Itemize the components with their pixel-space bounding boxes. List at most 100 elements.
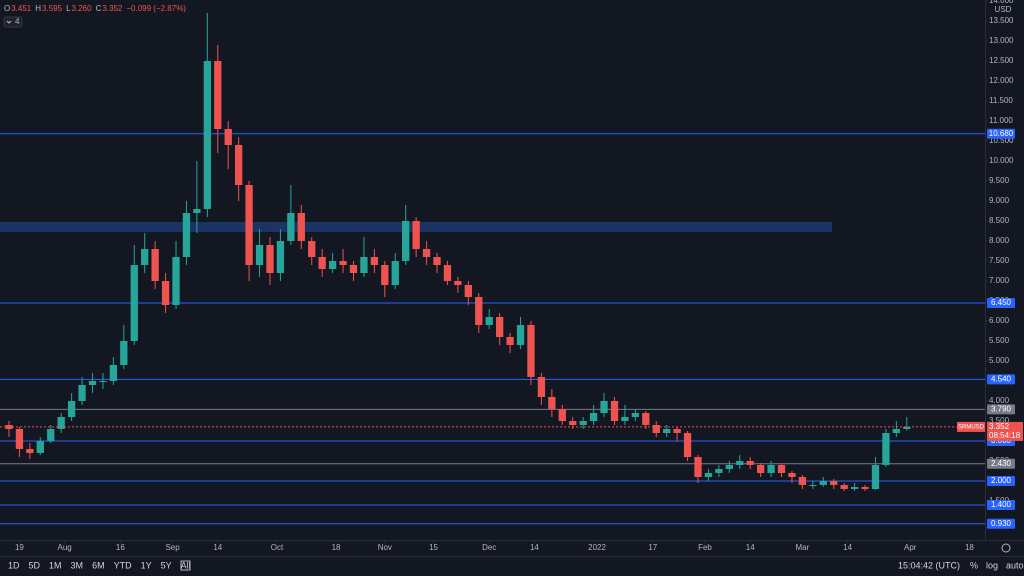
level-label-box bbox=[987, 500, 1015, 510]
last-price-label: 3.352 bbox=[989, 422, 1010, 431]
range-button[interactable]: 5D bbox=[29, 560, 41, 570]
indicator-count: 4 bbox=[15, 17, 20, 26]
x-tick-label: Aug bbox=[58, 543, 72, 552]
y-tick-label: 8.000 bbox=[989, 236, 1010, 245]
symbol-label: SRMUSD bbox=[958, 424, 985, 430]
ohlc-key: O bbox=[4, 4, 10, 13]
y-tick-label: 13.000 bbox=[989, 36, 1014, 45]
range-button[interactable]: All bbox=[181, 560, 191, 570]
candle-body bbox=[652, 425, 660, 433]
candle-body bbox=[161, 281, 170, 305]
y-tick-label: 12.000 bbox=[989, 76, 1014, 85]
candle-body bbox=[506, 337, 514, 345]
scale-option[interactable]: log bbox=[986, 560, 998, 570]
x-tick-label: Feb bbox=[698, 543, 712, 552]
range-button[interactable]: 1D bbox=[8, 560, 20, 570]
candle-body bbox=[475, 297, 483, 325]
range-button[interactable]: 6M bbox=[92, 560, 105, 570]
candle-body bbox=[182, 213, 191, 257]
candle-body bbox=[495, 317, 504, 337]
candle-body bbox=[715, 469, 723, 473]
candle-body bbox=[683, 433, 692, 457]
candle-body bbox=[809, 485, 817, 486]
x-tick-label: Nov bbox=[378, 543, 392, 552]
candle-body bbox=[746, 461, 754, 465]
candle-body bbox=[631, 413, 640, 417]
x-tick-label: 15 bbox=[429, 543, 438, 552]
candle-body bbox=[819, 481, 827, 485]
candle-body bbox=[36, 441, 44, 453]
candle-body bbox=[318, 257, 326, 269]
y-tick-label: 10.000 bbox=[989, 156, 1014, 165]
candle-body bbox=[642, 413, 650, 425]
y-tick-label: 11.000 bbox=[989, 116, 1013, 125]
range-button[interactable]: 3M bbox=[71, 560, 84, 570]
candle-body bbox=[67, 401, 76, 417]
candle-body bbox=[548, 397, 556, 409]
ohlc-value: 3.260 bbox=[72, 4, 93, 13]
candle-body bbox=[402, 221, 410, 261]
symbol-box bbox=[957, 421, 985, 432]
candle-body bbox=[297, 213, 305, 241]
y-tick-label: 12.500 bbox=[989, 56, 1014, 65]
candle-body bbox=[882, 433, 890, 465]
x-tick-label: Apr bbox=[904, 543, 917, 552]
y-tick-label: 9.500 bbox=[989, 176, 1010, 185]
chevron-icon bbox=[6, 20, 12, 24]
range-button[interactable]: YTD bbox=[114, 560, 133, 570]
ohlc-key: L bbox=[66, 4, 71, 13]
candle-body bbox=[287, 213, 295, 241]
x-tick-label: 19 bbox=[15, 543, 24, 552]
indicator-toggle[interactable] bbox=[3, 16, 23, 28]
candle-body bbox=[861, 487, 869, 489]
candle-body bbox=[391, 261, 399, 285]
level-label-box bbox=[987, 518, 1015, 529]
candle-body bbox=[412, 221, 420, 249]
candle-body bbox=[349, 265, 358, 273]
ohlc-value: 3.352 bbox=[102, 4, 123, 13]
clock: 15:04:42 (UTC) bbox=[898, 560, 960, 570]
ohlc-key: C bbox=[96, 4, 102, 13]
candle-body bbox=[788, 473, 796, 477]
candle-body bbox=[694, 457, 702, 477]
x-tick-label: Sep bbox=[165, 543, 180, 552]
ohlc-key: H bbox=[35, 4, 41, 13]
x-tick-label: 18 bbox=[965, 543, 974, 552]
candle-body bbox=[756, 465, 765, 473]
candle-body bbox=[130, 265, 138, 341]
candle-body bbox=[725, 465, 733, 469]
countdown-label: 08:54:18 bbox=[989, 431, 1021, 440]
candle-body bbox=[443, 265, 452, 281]
range-button[interactable]: 5Y bbox=[161, 560, 172, 570]
candle-body bbox=[88, 381, 97, 385]
y-tick-label: 11.500 bbox=[989, 96, 1013, 105]
scale-option[interactable]: auto bbox=[1006, 560, 1024, 570]
candle-body bbox=[527, 325, 535, 377]
level-label: 0.930 bbox=[991, 519, 1012, 528]
range-button[interactable]: 1M bbox=[49, 560, 62, 570]
candle-body bbox=[892, 429, 901, 433]
range-button[interactable]: 1Y bbox=[141, 560, 152, 570]
date-range-icon[interactable] bbox=[180, 560, 191, 571]
x-tick-label: 14 bbox=[843, 543, 852, 552]
x-tick-label: Oct bbox=[271, 543, 284, 552]
currency-label: USD bbox=[995, 5, 1012, 14]
settings-icon[interactable] bbox=[1001, 543, 1011, 553]
candle-body bbox=[255, 245, 264, 265]
level-label: 4.540 bbox=[991, 375, 1012, 384]
candle-body bbox=[516, 325, 525, 345]
y-tick-label: 14.000 bbox=[989, 0, 1014, 5]
candle-body bbox=[15, 429, 24, 449]
scale-option[interactable]: % bbox=[970, 560, 978, 570]
y-tick-label: 5.000 bbox=[989, 356, 1010, 365]
candle-body bbox=[109, 365, 118, 381]
candle-body bbox=[151, 249, 159, 281]
candle-body bbox=[339, 261, 347, 265]
candle-body bbox=[214, 61, 222, 129]
x-tick-label: 14 bbox=[213, 543, 222, 552]
x-tick-label: 2022 bbox=[588, 543, 606, 552]
candle-body bbox=[26, 449, 34, 453]
x-tick-label: 14 bbox=[530, 543, 539, 552]
candle-body bbox=[537, 377, 546, 397]
candle-body bbox=[840, 485, 848, 489]
